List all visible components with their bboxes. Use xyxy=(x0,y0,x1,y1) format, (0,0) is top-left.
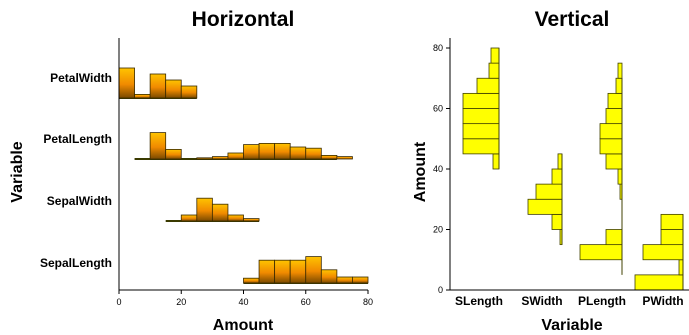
vhist-bar xyxy=(678,259,684,276)
horizontal-chart: Horizontal Amount Variable 0 20 40 60 80 Pet… xyxy=(9,8,373,334)
vertical-chart-title: Vertical xyxy=(535,8,610,31)
hist-bar xyxy=(149,73,167,99)
vhist-bar xyxy=(557,153,563,170)
vhist-slength xyxy=(462,47,500,170)
vhist-swidth xyxy=(527,153,563,246)
hist-bar xyxy=(320,154,338,160)
hist-bar xyxy=(289,146,307,160)
hist-sepalwidth xyxy=(165,197,260,222)
category-label: PLength xyxy=(578,294,626,308)
vhist-bar xyxy=(551,168,563,185)
vertical-y-ticks: 0 20 40 60 80 xyxy=(433,43,450,295)
vertical-category-labels: SLength SWidth PLength PWidth xyxy=(455,294,684,308)
hist-bar xyxy=(134,94,151,99)
vhist-bar xyxy=(607,92,623,109)
hist-bar xyxy=(258,142,276,160)
vhist-bar xyxy=(535,183,563,200)
vhist-bar xyxy=(579,244,623,261)
vhist-bar xyxy=(599,138,623,155)
vhist-bar xyxy=(634,274,684,291)
hist-petallength xyxy=(134,132,353,160)
hist-bar xyxy=(352,276,369,284)
hist-bar xyxy=(149,132,167,160)
category-label: SepalLength xyxy=(40,256,112,270)
vhist-bar xyxy=(490,47,500,64)
category-label: PetalWidth xyxy=(50,71,112,85)
hist-bar xyxy=(336,276,353,284)
horizontal-bars-group xyxy=(118,67,369,284)
y-tick-label: 60 xyxy=(433,104,443,114)
x-tick-label: 0 xyxy=(116,297,121,307)
hist-bar xyxy=(196,197,213,222)
hist-bar xyxy=(118,67,135,99)
vhist-bar xyxy=(492,153,500,170)
hist-bar xyxy=(274,142,291,160)
vhist-bar xyxy=(660,213,684,230)
hist-bar xyxy=(305,147,322,160)
vhist-bar xyxy=(660,229,684,246)
vhist-bar xyxy=(642,244,684,261)
vhist-bar xyxy=(615,77,623,94)
vertical-y-axis-label: Amount xyxy=(412,141,429,202)
vhist-bar xyxy=(605,229,623,246)
hist-bar xyxy=(305,256,322,284)
horizontal-y-axis-label: Variable xyxy=(9,141,26,202)
vhist-bar xyxy=(617,168,623,185)
hist-bar xyxy=(196,157,213,160)
x-tick-label: 40 xyxy=(238,297,248,307)
y-tick-label: 20 xyxy=(433,225,443,235)
hist-bar xyxy=(211,203,229,222)
hist-petalwidth xyxy=(118,67,198,99)
vhist-bar xyxy=(462,138,500,155)
vhist-pwidth xyxy=(634,213,684,291)
y-tick-label: 40 xyxy=(433,164,443,174)
y-tick-label: 0 xyxy=(438,285,443,295)
category-label: PWidth xyxy=(642,294,683,308)
hist-bar xyxy=(289,259,307,284)
x-tick-label: 20 xyxy=(176,297,186,307)
vertical-x-axis-label: Variable xyxy=(541,317,602,334)
vhist-bar xyxy=(605,108,623,125)
horizontal-category-labels: PetalWidth PetalLength SepalWidth SepalLeng… xyxy=(40,71,112,270)
vhist-bar xyxy=(599,123,623,140)
hist-bar xyxy=(336,156,353,160)
hist-bar xyxy=(243,277,260,284)
vhist-bar xyxy=(527,198,563,215)
hist-sepallength xyxy=(243,256,369,284)
vhist-bar xyxy=(462,108,500,125)
y-tick-label: 80 xyxy=(433,43,443,53)
hist-bar xyxy=(211,156,229,160)
x-tick-label: 80 xyxy=(363,297,373,307)
hist-bar xyxy=(165,79,182,99)
hist-bar xyxy=(243,218,260,222)
vhist-bar xyxy=(462,92,500,109)
horizontal-x-ticks: 0 20 40 60 80 xyxy=(116,290,373,307)
hist-bar xyxy=(180,214,198,222)
hist-bar xyxy=(165,148,182,160)
horizontal-x-axis-label: Amount xyxy=(213,317,274,334)
vertical-chart: Vertical Variable Amount 0 20 40 60 80 SLeng… xyxy=(412,8,689,334)
hist-bar xyxy=(227,152,244,160)
vertical-bars-group xyxy=(462,47,684,291)
vhist-bar xyxy=(488,62,500,79)
category-label: SepalWidth xyxy=(47,194,112,208)
hist-bar xyxy=(258,259,276,284)
horizontal-chart-title: Horizontal xyxy=(192,8,295,31)
vhist-bar xyxy=(605,153,623,170)
hist-bar xyxy=(274,259,291,284)
hist-bar xyxy=(320,269,338,284)
hist-bar xyxy=(243,144,260,160)
category-label: SLength xyxy=(455,294,503,308)
vhist-bar xyxy=(476,77,500,94)
vhist-bar xyxy=(462,123,500,140)
category-label: PetalLength xyxy=(43,132,112,146)
hist-bar xyxy=(180,85,198,99)
vhist-bar xyxy=(551,213,563,230)
x-tick-label: 60 xyxy=(301,297,311,307)
hist-bar xyxy=(227,214,244,222)
category-label: SWidth xyxy=(521,294,562,308)
vhist-bar xyxy=(617,62,623,79)
vhist-plength xyxy=(579,62,623,275)
